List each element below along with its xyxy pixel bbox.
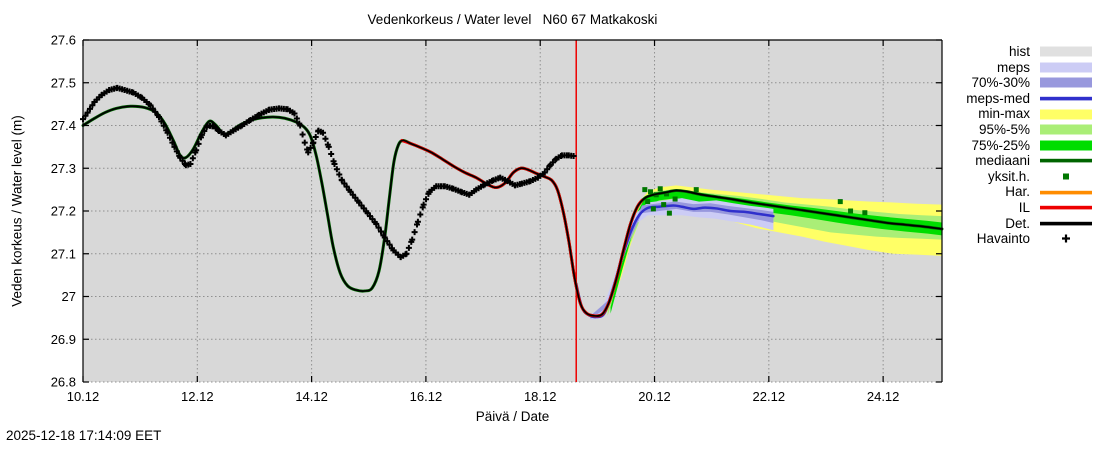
meps-swatch-icon	[1036, 60, 1096, 75]
il-swatch-icon	[1036, 200, 1096, 215]
det--swatch-icon	[1036, 216, 1096, 231]
y-tick-label: 26.8	[51, 375, 76, 390]
chart-title: Vedenkorkeus / Water level N60 67 Matkak…	[367, 12, 658, 27]
generated-timestamp: 2025-12-18 17:14:09 EET	[6, 428, 162, 443]
legend-item-75-25-: 75%-25%	[900, 138, 1096, 154]
y-tick-label: 26.9	[51, 332, 76, 347]
legend-label: Det.	[1005, 215, 1030, 231]
y-tick-label: 27.2	[51, 204, 76, 219]
havainto-swatch-icon	[1036, 231, 1096, 246]
min-max-swatch-icon	[1036, 107, 1096, 122]
y-axis-label: Veden korkeus / Water level (m)	[9, 115, 25, 307]
y-tick-label: 27.6	[51, 33, 76, 48]
mediaani-swatch-icon	[1036, 153, 1096, 168]
legend-item-havainto: Havainto	[900, 231, 1096, 247]
legend-label: 70%-30%	[971, 75, 1030, 91]
y-tick-label: 27	[62, 289, 76, 304]
legend-label: min-max	[978, 106, 1030, 122]
legend-item-det-: Det.	[900, 216, 1096, 232]
meps-med-swatch-icon	[1036, 91, 1096, 106]
legend-label: hist	[1008, 44, 1030, 59]
series-75%-25%	[610, 189, 942, 314]
95-5--swatch-icon	[1036, 122, 1096, 137]
70-30--swatch-icon	[1036, 75, 1096, 90]
legend-label: 95%-5%	[978, 121, 1030, 137]
legend-label: yksit.h.	[987, 168, 1030, 184]
legend-label: meps-med	[966, 90, 1030, 106]
x-tick-label: 14.12	[295, 389, 328, 404]
axes	[82, 39, 943, 383]
legend: hist meps 70%-30% meps-med min-max 95%-5% 75%-…	[900, 44, 1096, 247]
legend-item-hist: hist	[900, 44, 1096, 60]
hist-swatch-icon	[1036, 44, 1096, 59]
x-tick-label: 24.12	[867, 389, 900, 404]
legend-item-min-max: min-max	[900, 106, 1096, 122]
y-tick-label: 27.5	[51, 75, 76, 90]
legend-label: meps	[996, 59, 1030, 75]
gridlines	[83, 40, 942, 383]
x-tick-label: 16.12	[410, 389, 443, 404]
legend-label: mediaani	[975, 153, 1030, 169]
legend-item-95-5-: 95%-5%	[900, 122, 1096, 138]
legend-item-har-: Har.	[900, 184, 1096, 200]
y-tick-label: 27.3	[51, 161, 76, 176]
legend-item-mediaani: mediaani	[900, 153, 1096, 169]
legend-item-yksit-h-: yksit.h.	[900, 169, 1096, 185]
75-25--swatch-icon	[1036, 138, 1096, 153]
legend-label: IL	[1018, 199, 1030, 215]
har--swatch-icon	[1036, 185, 1096, 200]
x-tick-label: 20.12	[638, 389, 671, 404]
yksit-h--swatch-icon	[1036, 169, 1096, 184]
legend-item-il: IL	[900, 200, 1096, 216]
legend-item-70-30-: 70%-30%	[900, 75, 1096, 91]
x-tick-label: 18.12	[524, 389, 557, 404]
y-tick-label: 27.4	[51, 118, 76, 133]
x-tick-label: 10.12	[67, 389, 100, 404]
y-tick-label: 27.1	[51, 246, 76, 261]
x-tick-label: 22.12	[753, 389, 786, 404]
x-tick-label: 12.12	[181, 389, 214, 404]
x-axis-label: Päivä / Date	[475, 409, 550, 424]
legend-label: 75%-25%	[971, 137, 1030, 153]
legend-label: Har.	[1005, 184, 1030, 200]
legend-item-meps: meps	[900, 60, 1096, 76]
legend-label: Havainto	[976, 231, 1030, 247]
legend-item-meps-med: meps-med	[900, 91, 1096, 107]
